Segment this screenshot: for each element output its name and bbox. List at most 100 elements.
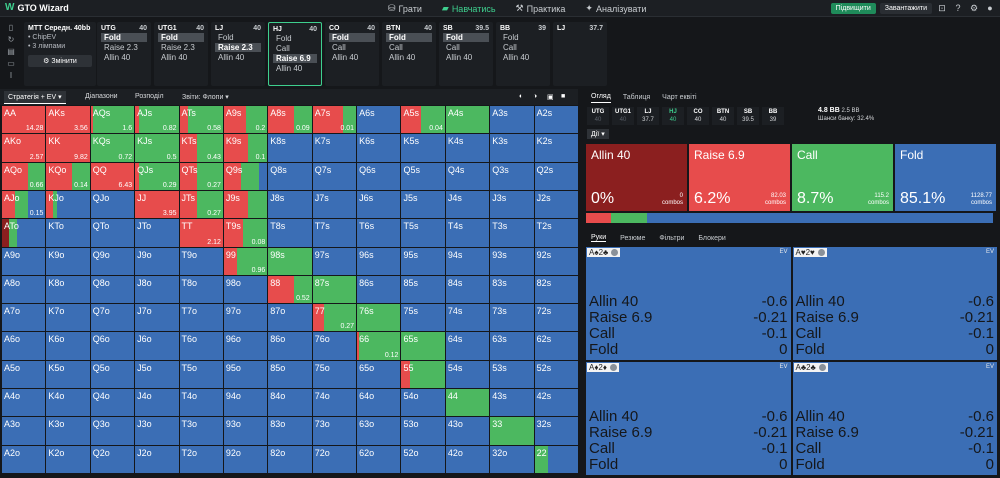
position-action[interactable]: Fold — [218, 33, 234, 42]
hand-cell[interactable]: 82s — [534, 275, 578, 304]
actions-select[interactable]: Дії ▾ — [587, 129, 609, 139]
position-card-hj[interactable]: HJ 40 Fold Call Raise 6.9 Allin 40 — [268, 22, 322, 86]
hand-cell[interactable]: 88 0.52 — [268, 275, 312, 304]
hand-cell[interactable]: 64s — [445, 332, 490, 360]
hand-cell[interactable]: 44 — [445, 389, 490, 417]
position-card-sb[interactable]: SB 39.5 Fold Call Allin 40 — [439, 22, 493, 86]
hand-cell[interactable]: 62o — [357, 445, 401, 473]
hand-cell[interactable]: AKo 2.57 — [2, 134, 46, 162]
hand-cell[interactable]: J4o — [135, 389, 179, 417]
hand-cell[interactable]: A9o — [2, 247, 46, 275]
hand-cell[interactable]: 98s — [268, 247, 312, 275]
hand-cell[interactable]: KK 9.82 — [46, 134, 90, 162]
download-button[interactable]: Завантажити — [879, 2, 932, 14]
hand-cell[interactable]: 86o — [268, 332, 312, 360]
hand-cell[interactable]: 85o — [268, 360, 312, 389]
hand-cell[interactable]: AJs 0.82 — [135, 106, 179, 134]
position-action[interactable]: Raise 2.3 — [161, 43, 195, 52]
text-cursor-icon[interactable]: I — [9, 71, 13, 80]
hand-cell[interactable]: J5s — [401, 190, 445, 219]
hand-cell[interactable]: T5o — [179, 360, 223, 389]
help-icon[interactable]: ? — [955, 3, 961, 13]
hand-cell[interactable]: T4s — [445, 219, 490, 247]
hand-cell[interactable]: A8o — [2, 275, 46, 304]
hand-cell[interactable]: A9s 0.2 — [223, 106, 268, 134]
hand-cell[interactable]: 76o — [312, 332, 357, 360]
hand-cell[interactable]: K2o — [46, 445, 90, 473]
hand-card[interactable]: A♣2♣ EV Allin 40 -0.6 Raise 6.9 -0.21 Call -0.1… — [792, 362, 997, 475]
hand-cell[interactable]: T6s — [357, 219, 401, 247]
hand-cell[interactable]: Q8o — [90, 275, 135, 304]
hand-cell[interactable]: J5o — [135, 360, 179, 389]
hand-cell[interactable]: 43s — [490, 389, 534, 417]
hand-cell[interactable]: A2o — [2, 445, 46, 473]
action-card-0[interactable]: Allin 40 0% 0 combos — [586, 144, 687, 211]
hand-cell[interactable]: 33 — [490, 417, 534, 445]
hand-cell[interactable]: K6o — [46, 332, 90, 360]
hand-card[interactable]: A♠2♣ EV Allin 40 -0.6 Raise 6.9 -0.21 Call -0.1… — [586, 247, 791, 360]
position-action[interactable]: Fold — [503, 33, 519, 42]
hand-cell[interactable]: J7s — [312, 190, 357, 219]
right-position-utg[interactable]: UTG 40 — [587, 107, 609, 125]
hand-cell[interactable]: 54o — [401, 389, 445, 417]
position-action[interactable]: Allin 40 — [332, 53, 359, 62]
position-action[interactable]: Raise 2.3 — [215, 43, 261, 52]
hand-cell[interactable]: 95o — [223, 360, 268, 389]
hand-cell[interactable]: 65s — [401, 332, 445, 360]
hand-cell[interactable]: T9o — [179, 247, 223, 275]
hand-cell[interactable]: 66 0.12 — [357, 332, 401, 360]
position-card-utg1[interactable]: UTG1 40 Fold Raise 2.3 Allin 40 — [154, 22, 208, 86]
reports-tab[interactable]: Звіти: Флопи ▾ — [182, 94, 229, 101]
position-action[interactable]: Allin 40 — [104, 53, 131, 62]
hand-cell[interactable]: 63o — [357, 417, 401, 445]
hand-cell[interactable]: 52s — [534, 360, 578, 389]
hand-cell[interactable]: 22 — [534, 445, 578, 473]
right-tab-2[interactable]: Чарт еквіті — [662, 93, 697, 101]
hand-cell[interactable]: A7s 0.01 — [312, 106, 357, 134]
position-action[interactable]: Allin 40 — [161, 53, 188, 62]
hand-cell[interactable]: 77 0.27 — [312, 304, 357, 332]
hand-cell[interactable]: AKs 3.56 — [46, 106, 90, 134]
position-action[interactable]: Allin 40 — [446, 53, 473, 62]
hand-cell[interactable]: 99 0.96 — [223, 247, 268, 275]
hand-cell[interactable]: Q2s — [534, 162, 578, 190]
hand-cell[interactable]: Q5o — [90, 360, 135, 389]
hand-card[interactable]: A♥2♥ EV Allin 40 -0.6 Raise 6.9 -0.21 Call -0.1… — [792, 247, 997, 360]
hand-cell[interactable]: 97o — [223, 304, 268, 332]
position-card-btn[interactable]: BTN 40 Fold Call Allin 40 — [382, 22, 436, 86]
position-action[interactable]: Call — [332, 43, 346, 52]
hand-cell[interactable]: A8s 0.09 — [268, 106, 312, 134]
hand-cell[interactable]: 74o — [312, 389, 357, 417]
hand-cell[interactable]: 72o — [312, 445, 357, 473]
position-card-utg[interactable]: UTG 40 Fold Raise 2.3 Allin 40 — [97, 22, 151, 86]
hand-cell[interactable]: KQo 0.14 — [46, 162, 90, 190]
hand-cell[interactable]: AA 14.28 — [2, 106, 46, 134]
ranges-tab[interactable]: Діапазони — [85, 93, 118, 100]
right-tab-0[interactable]: Огляд — [591, 91, 611, 103]
hand-cell[interactable]: 53s — [490, 360, 534, 389]
hand-cell[interactable]: J6s — [357, 190, 401, 219]
hand-cell[interactable]: 83o — [268, 417, 312, 445]
gear-icon[interactable]: ⚙ — [969, 3, 979, 13]
hand-cell[interactable]: K7s — [312, 134, 357, 162]
hand-cell[interactable]: Q6o — [90, 332, 135, 360]
right-tab-1[interactable]: Таблиця — [622, 93, 651, 101]
position-action[interactable]: Fold — [276, 34, 292, 43]
view-mode-2-icon[interactable]: ◑ — [533, 93, 538, 100]
view-mode-4-icon[interactable]: ■ — [561, 93, 566, 100]
hand-cell[interactable]: A5o — [2, 360, 46, 389]
nav-tab-0[interactable]: ⛁ Грати — [380, 0, 430, 17]
hand-cell[interactable]: T3s — [490, 219, 534, 247]
hand-cell[interactable]: J8o — [135, 275, 179, 304]
hand-cell[interactable]: A5s 0.04 — [401, 106, 445, 134]
hand-cell[interactable]: A3s — [490, 106, 534, 134]
hand-cell[interactable]: J3s — [490, 190, 534, 219]
hand-cell[interactable]: K2s — [534, 134, 578, 162]
hand-cell[interactable]: K8o — [46, 275, 90, 304]
hand-cell[interactable]: 84s — [445, 275, 490, 304]
position-action[interactable]: Call — [503, 43, 517, 52]
hand-cell[interactable]: Q9o — [90, 247, 135, 275]
hand-cell[interactable]: KTs 0.43 — [179, 134, 223, 162]
hand-cell[interactable]: 83s — [490, 275, 534, 304]
hand-cell[interactable]: 76s — [357, 304, 401, 332]
